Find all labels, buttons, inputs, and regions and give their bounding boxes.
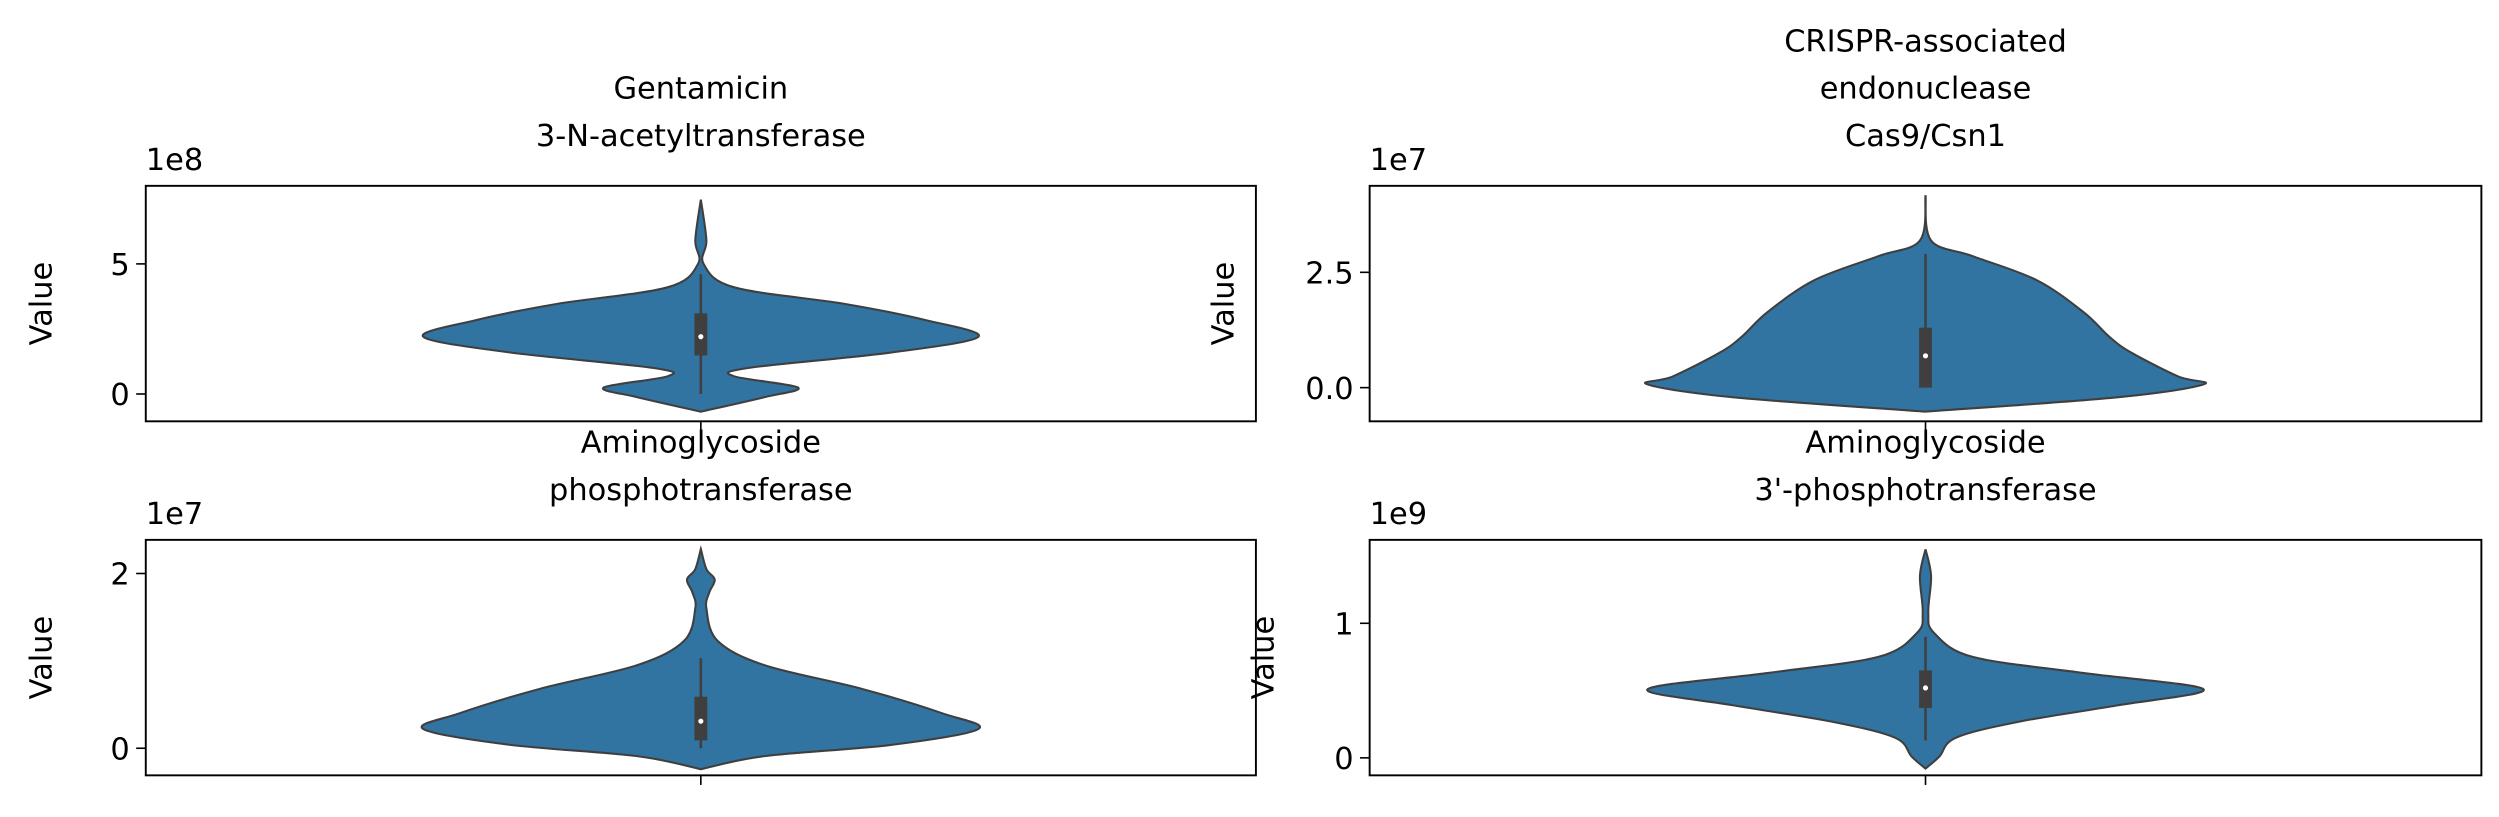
y-axis-label: Value xyxy=(24,616,59,700)
subplot: Aminoglycoside 3'-phosphotransferase 1e9 Va… xyxy=(1247,426,2483,785)
y-tick-label: 0 xyxy=(110,732,129,767)
offset-label: 1e7 xyxy=(146,497,203,532)
y-tick-label: 5 xyxy=(110,248,129,283)
subplot-title: Gentamicin xyxy=(613,72,788,107)
axes-frame xyxy=(1368,184,2483,423)
box xyxy=(694,696,708,741)
subplot: CRISPR-associated endonuclease Cas9/Csn1 1e… xyxy=(1206,24,2483,431)
axes-frame xyxy=(144,184,1257,423)
subplot-title: Cas9/Csn1 xyxy=(1845,119,2006,154)
y-tick-label: 0 xyxy=(1334,742,1353,777)
subplot-title: 3'-phosphotransferase xyxy=(1754,473,2096,508)
subplot-title: endonuclease xyxy=(1820,72,2032,107)
median xyxy=(698,334,704,340)
axes-frame xyxy=(144,538,1257,777)
axes-frame xyxy=(1368,538,2483,777)
subplot: Aminoglycoside phosphotransferase 1e7 Value… xyxy=(24,426,1257,785)
median xyxy=(698,718,704,724)
y-tick-label: 2.5 xyxy=(1305,257,1353,292)
y-axis-label: Value xyxy=(24,262,59,346)
offset-label: 1e7 xyxy=(1370,143,1427,178)
y-axis-label: Value xyxy=(1247,616,1282,700)
y-axis-label: Value xyxy=(1206,262,1241,346)
median xyxy=(1922,353,1929,359)
subplot: Gentamicin 3-N-acetyltransferase 1e8 Value 0… xyxy=(24,72,1257,431)
median xyxy=(1922,685,1929,691)
y-tick-label: 1 xyxy=(1334,607,1353,642)
y-tick-label: 0.0 xyxy=(1305,372,1353,407)
subplot-title: 3-N-acetyltransferase xyxy=(536,119,866,154)
y-tick-label: 2 xyxy=(110,558,129,593)
subplot-title: Aminoglycoside xyxy=(1805,426,2045,461)
y-tick-label: 0 xyxy=(110,378,129,413)
offset-label: 1e9 xyxy=(1370,497,1427,532)
subplot-title: phosphotransferase xyxy=(549,473,853,508)
subplot-title: CRISPR-associated xyxy=(1784,24,2067,59)
subplot-title: Aminoglycoside xyxy=(581,426,821,461)
offset-label: 1e8 xyxy=(146,143,203,178)
